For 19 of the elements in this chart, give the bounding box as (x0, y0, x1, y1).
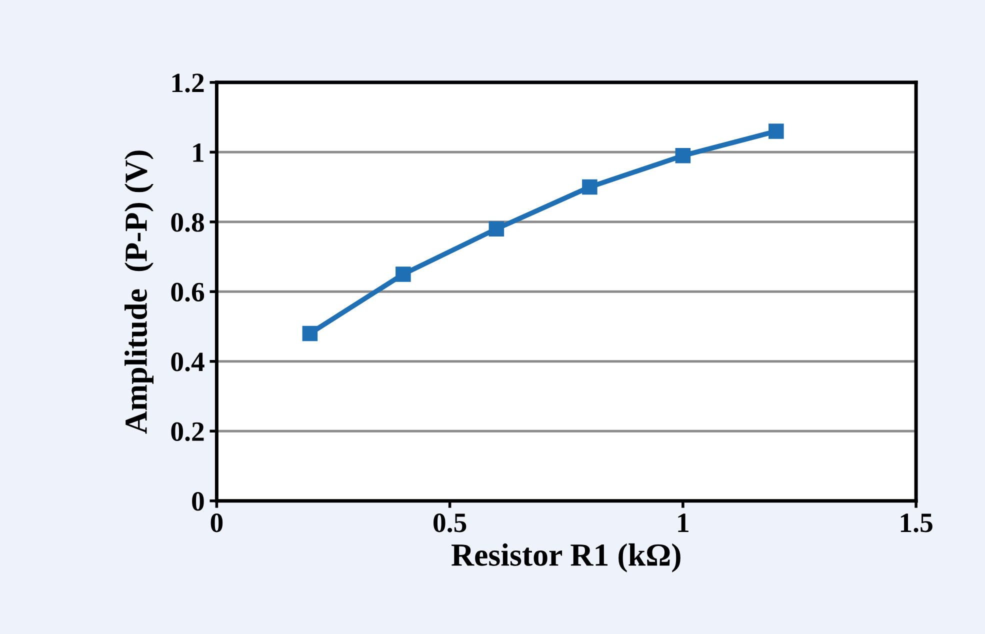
point (582, 179, 598, 195)
y-axis-title: Amplitude (P-P) (V) (124, 150, 154, 434)
x-tick-label: 0.5 (434, 513, 466, 532)
y-tick-label: 1.2 (172, 74, 204, 92)
x-axis-title: Resistor R1 (kΩ) (451, 543, 680, 572)
y-tick-label: 1 (193, 143, 204, 162)
x-tick-label: 1.5 (900, 514, 932, 532)
x-tick-label: 1 (678, 514, 688, 532)
y-tick-label: 0 (192, 492, 204, 511)
point (488, 221, 504, 237)
y-tick-label: 0.8 (171, 213, 204, 232)
y-tick-label: 0.6 (171, 282, 204, 302)
y-tick-label: 0.4 (171, 352, 204, 372)
point (396, 266, 411, 282)
x-tick-label: 0 (210, 513, 223, 532)
y-tick-label: 0.2 (171, 422, 204, 442)
point (768, 124, 784, 139)
point (302, 326, 318, 342)
point (675, 148, 691, 164)
